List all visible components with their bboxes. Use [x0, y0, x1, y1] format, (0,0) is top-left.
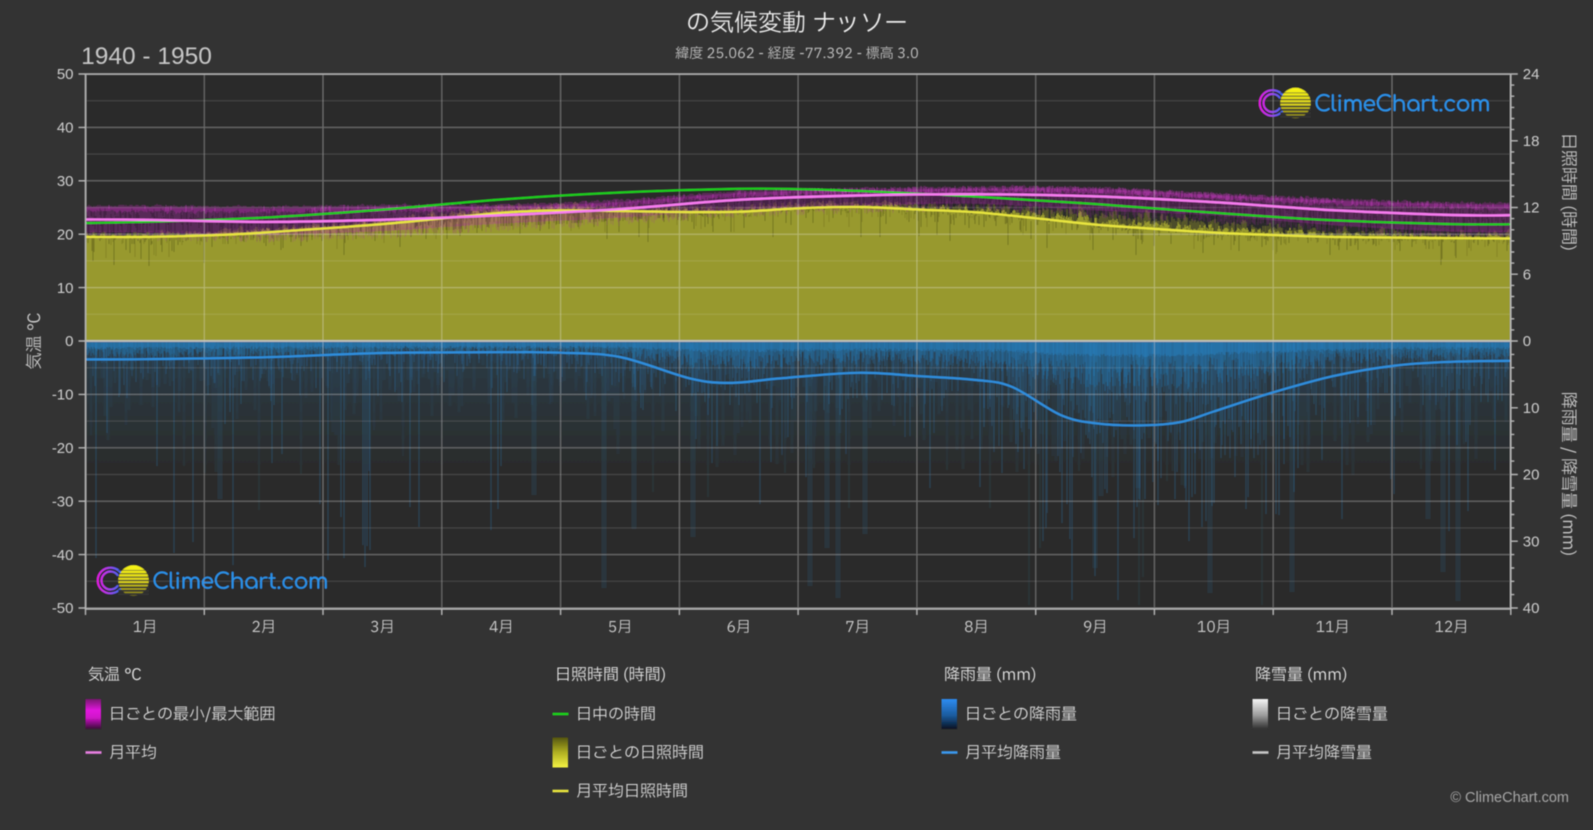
svg-text:12: 12 [1523, 200, 1540, 217]
svg-text:30: 30 [57, 173, 74, 190]
svg-text:-30: -30 [52, 493, 74, 510]
svg-text:20: 20 [1523, 467, 1540, 484]
svg-text:-40: -40 [52, 547, 74, 564]
svg-text:10: 10 [57, 280, 74, 297]
svg-text:20: 20 [57, 226, 74, 243]
svg-text:© ClimeChart.com: © ClimeChart.com [1450, 790, 1569, 806]
svg-text:-10: -10 [52, 387, 74, 404]
svg-text:10: 10 [1523, 400, 1540, 417]
svg-text:-20: -20 [52, 440, 74, 457]
svg-text:40: 40 [1523, 600, 1540, 617]
svg-text:1940 - 1950: 1940 - 1950 [81, 43, 212, 70]
svg-text:24: 24 [1523, 66, 1540, 83]
svg-text:0: 0 [1523, 333, 1531, 350]
svg-text:30: 30 [1523, 534, 1540, 551]
svg-text:-50: -50 [52, 600, 74, 617]
svg-text:18: 18 [1523, 133, 1540, 150]
svg-text:40: 40 [57, 120, 74, 137]
svg-text:50: 50 [57, 66, 74, 83]
svg-text:6: 6 [1523, 266, 1531, 283]
svg-text:0: 0 [65, 333, 73, 350]
